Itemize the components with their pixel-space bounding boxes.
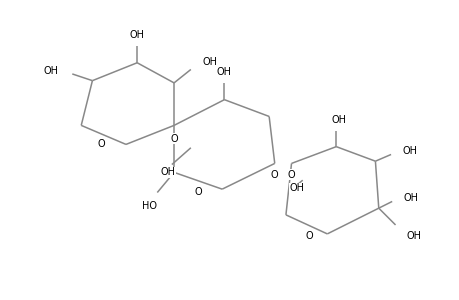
- Text: OH: OH: [202, 57, 217, 67]
- Text: O: O: [170, 134, 178, 144]
- Text: OH: OH: [217, 67, 231, 77]
- Text: OH: OH: [129, 30, 144, 40]
- Text: HO: HO: [142, 201, 157, 211]
- Text: OH: OH: [403, 193, 418, 203]
- Text: OH: OH: [161, 167, 176, 177]
- Text: OH: OH: [330, 115, 345, 125]
- Text: OH: OH: [289, 183, 304, 193]
- Text: O: O: [194, 187, 202, 197]
- Text: O: O: [304, 231, 312, 241]
- Text: O: O: [270, 169, 278, 180]
- Text: O: O: [287, 169, 295, 180]
- Text: OH: OH: [406, 231, 421, 241]
- Text: O: O: [97, 139, 105, 149]
- Text: OH: OH: [401, 146, 416, 156]
- Text: OH: OH: [44, 66, 59, 76]
